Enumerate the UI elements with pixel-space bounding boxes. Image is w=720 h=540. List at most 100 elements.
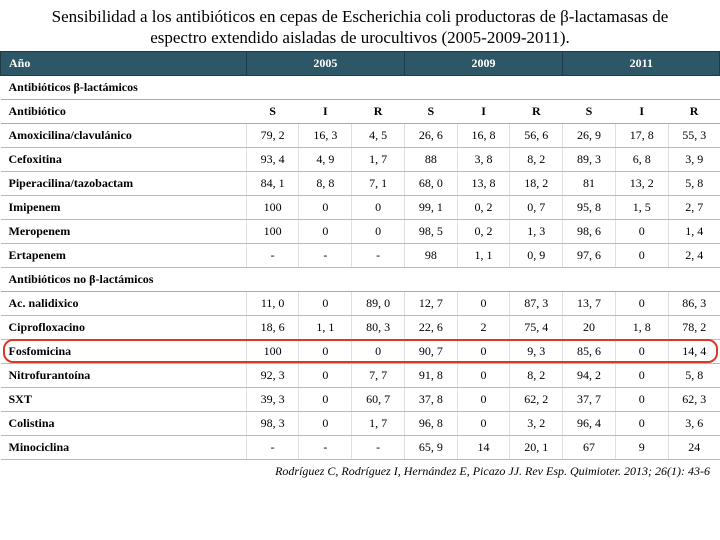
sir-label: R [668,99,720,123]
sir-header-row: AntibióticoSIRSIRSIR [1,99,720,123]
value-cell: 0 [299,339,352,363]
value-cell: 7, 1 [352,171,405,195]
value-cell: 37, 7 [563,387,616,411]
sir-label: S [563,99,616,123]
value-cell: 0 [457,291,510,315]
antibiotic-name: Amoxicilina/clavulánico [1,123,247,147]
value-cell: - [352,243,405,267]
value-cell: 8, 2 [510,363,563,387]
value-cell: 100 [246,219,299,243]
value-cell: 98 [404,243,457,267]
value-cell: 2, 4 [668,243,720,267]
value-cell: 26, 9 [563,123,616,147]
sensitivity-table: Año200520092011Antibióticos β-lactámicos… [0,51,720,460]
value-cell: 13, 7 [563,291,616,315]
value-cell: 99, 1 [404,195,457,219]
antibiotic-col-header: Antibiótico [1,99,247,123]
value-cell: 0 [615,387,668,411]
value-cell: 6, 8 [615,147,668,171]
sir-label: I [457,99,510,123]
value-cell: 26, 6 [404,123,457,147]
value-cell: 62, 3 [668,387,720,411]
value-cell: 0 [299,363,352,387]
value-cell: 0 [299,195,352,219]
value-cell: 0 [352,219,405,243]
value-cell: 55, 3 [668,123,720,147]
value-cell: 17, 8 [615,123,668,147]
value-cell: 5, 8 [668,171,720,195]
table-row: SXT39, 3060, 737, 8062, 237, 7062, 3 [1,387,720,411]
value-cell: 11, 0 [246,291,299,315]
year-header-row: Año200520092011 [1,51,720,75]
section-title: Antibióticos β-lactámicos [1,75,720,99]
value-cell: 18, 2 [510,171,563,195]
value-cell: 2 [457,315,510,339]
value-cell: - [352,435,405,459]
table-row: Piperacilina/tazobactam84, 18, 87, 168, … [1,171,720,195]
value-cell: 88 [404,147,457,171]
value-cell: 16, 8 [457,123,510,147]
antibiotic-name: Cefoxitina [1,147,247,171]
value-cell: 0 [299,387,352,411]
antibiotic-name: Ciprofloxacino [1,315,247,339]
table-row: Minociclina---65, 91420, 167924 [1,435,720,459]
value-cell: 1, 5 [615,195,668,219]
value-cell: 65, 9 [404,435,457,459]
value-cell: 8, 8 [299,171,352,195]
table-row: Ciprofloxacino18, 61, 180, 322, 6275, 42… [1,315,720,339]
value-cell: - [299,243,352,267]
value-cell: - [246,243,299,267]
value-cell: 3, 8 [457,147,510,171]
table-row: Cefoxitina93, 44, 91, 7883, 88, 289, 36,… [1,147,720,171]
antibiotic-name: Ac. nalidixico [1,291,247,315]
section-row: Antibióticos β-lactámicos [1,75,720,99]
value-cell: 98, 6 [563,219,616,243]
value-cell: - [299,435,352,459]
value-cell: 22, 6 [404,315,457,339]
value-cell: 1, 1 [299,315,352,339]
value-cell: 0 [615,339,668,363]
value-cell: 79, 2 [246,123,299,147]
value-cell: 1, 7 [352,147,405,171]
value-cell: 89, 3 [563,147,616,171]
antibiotic-name: Colistina [1,411,247,435]
value-cell: 3, 6 [668,411,720,435]
value-cell: 62, 2 [510,387,563,411]
table-row: Ertapenem---981, 10, 997, 602, 4 [1,243,720,267]
value-cell: 96, 8 [404,411,457,435]
value-cell: 100 [246,339,299,363]
value-cell: 3, 2 [510,411,563,435]
value-cell: 1, 8 [615,315,668,339]
antibiotic-name: Minociclina [1,435,247,459]
value-cell: 60, 7 [352,387,405,411]
table-row: Nitrofurantoína92, 307, 791, 808, 294, 2… [1,363,720,387]
value-cell: 91, 8 [404,363,457,387]
value-cell: 56, 6 [510,123,563,147]
value-cell: 0, 2 [457,219,510,243]
value-cell: 67 [563,435,616,459]
value-cell: 8, 2 [510,147,563,171]
value-cell: 98, 3 [246,411,299,435]
value-cell: 39, 3 [246,387,299,411]
value-cell: 97, 6 [563,243,616,267]
page-title: Sensibilidad a los antibióticos en cepas… [0,0,720,51]
value-cell: 13, 2 [615,171,668,195]
value-cell: 80, 3 [352,315,405,339]
sir-label: S [246,99,299,123]
value-cell: 94, 2 [563,363,616,387]
value-cell: 0, 7 [510,195,563,219]
value-cell: 1, 7 [352,411,405,435]
table-row: Fosfomicina1000090, 709, 385, 6014, 4 [1,339,720,363]
value-cell: 13, 8 [457,171,510,195]
citation: Rodríguez C, Rodríguez I, Hernández E, P… [0,460,720,479]
value-cell: 89, 0 [352,291,405,315]
section-title: Antibióticos no β-lactámicos [1,267,720,291]
value-cell: 0, 9 [510,243,563,267]
antibiotic-name: Fosfomicina [1,339,247,363]
sir-label: R [352,99,405,123]
value-cell: 0 [299,219,352,243]
antibiotic-name: Imipenem [1,195,247,219]
value-cell: 1, 1 [457,243,510,267]
value-cell: 0 [615,243,668,267]
value-cell: 4, 5 [352,123,405,147]
